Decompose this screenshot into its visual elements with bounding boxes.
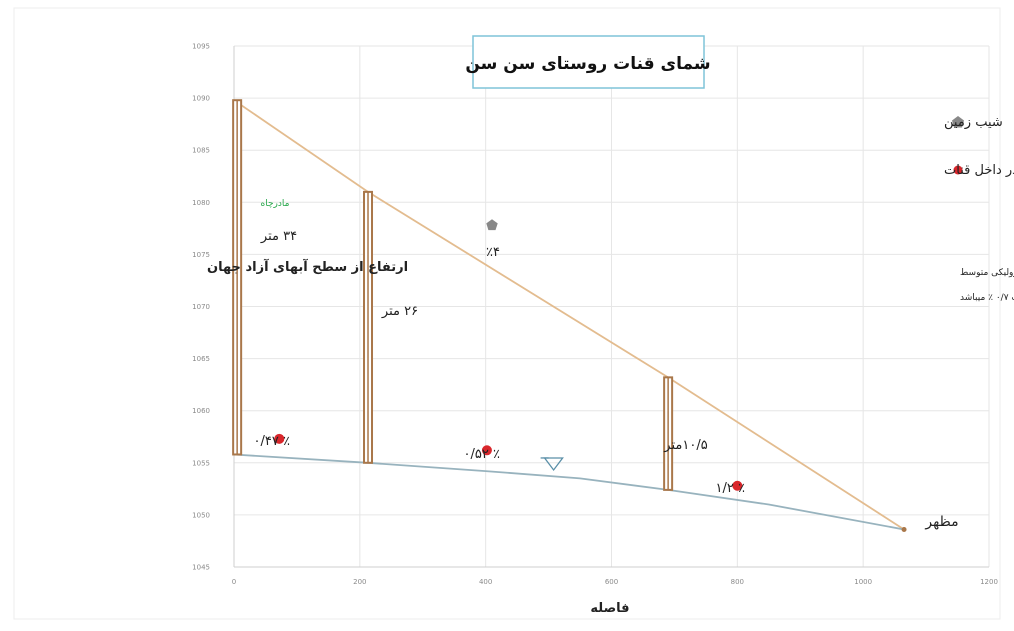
- well1-depth-label: ۳۴ متر: [260, 229, 297, 244]
- wells: [232, 99, 674, 491]
- markers: [274, 219, 907, 532]
- hydraulic-slope-marker-2: [481, 445, 492, 456]
- legend-label-water: شیب هیدرولیکی آب در داخل قنات: [944, 161, 1014, 178]
- y-tick-label: 1075: [192, 251, 210, 259]
- madar-chah-label: مادرچاه: [261, 199, 290, 209]
- x-tick-label: 200: [353, 578, 366, 586]
- x-tick-label: 1200: [980, 578, 998, 586]
- axes: 1045 1050 1055 1060 1065 1070 1075 1080 1085 1090…: [192, 43, 998, 587]
- y-tick-label: 1080: [192, 199, 210, 207]
- slope-label-2: ٪ ۰/۵۲: [464, 447, 500, 462]
- slope-label-1: ٪ ۰/۴۷: [254, 434, 290, 449]
- land-slope-label: ٪۴: [486, 245, 500, 260]
- y-axis-title: ارتفاع از سطح آبهای آزاد جهان: [207, 258, 408, 275]
- y-tick-label: 1050: [192, 511, 210, 519]
- x-tick-label: 1000: [854, 578, 872, 586]
- slope-label-3: ٪ ۱/۲: [716, 481, 745, 496]
- legend-label-land: شیب زمین: [944, 115, 1003, 130]
- water-level-icon: [543, 457, 564, 472]
- outlet-point: [901, 526, 907, 532]
- outlet-label: مظهر: [924, 514, 958, 530]
- y-tick-label: 1090: [192, 95, 210, 103]
- note-line-2: آب در قنات ۰/۷ ٪ میباشد: [960, 291, 1014, 303]
- title-box: [472, 35, 705, 89]
- legend: شیب زمین شیب هیدرولیکی آب در داخل قنات: [944, 115, 1014, 178]
- hydraulic-slope-marker-3: [732, 480, 743, 491]
- legend-pentagon-icon: [952, 116, 964, 128]
- chart-frame: [13, 7, 1001, 620]
- hydraulic-slope-marker-1: [274, 433, 285, 444]
- y-tick-label: 1095: [192, 43, 210, 51]
- legend-dot-icon: [953, 165, 963, 175]
- y-tick-label: 1055: [192, 459, 210, 467]
- well3-depth-label: ۱۰/۵متر: [663, 438, 707, 453]
- y-tick-label: 1070: [192, 303, 210, 311]
- chart-title: شمای قنات روستای سن سن: [465, 54, 710, 74]
- x-axis-title: فاصله: [590, 601, 629, 616]
- land-slope-marker: [486, 219, 498, 231]
- x-tick-label: 0: [232, 578, 236, 586]
- land-slope-line: [233, 99, 905, 531]
- x-tick-label: 400: [479, 578, 492, 586]
- y-tick-label: 1085: [192, 147, 210, 155]
- x-tick-label: 800: [731, 578, 744, 586]
- x-tick-label: 600: [605, 578, 618, 586]
- y-tick-label: 1045: [192, 564, 210, 572]
- well2-depth-label: ۲۶ متر: [381, 304, 418, 319]
- y-tick-label: 1060: [192, 407, 210, 415]
- note-line-1: شیب هیدرولیکی متوسط: [960, 268, 1014, 278]
- y-tick-label: 1065: [192, 355, 210, 363]
